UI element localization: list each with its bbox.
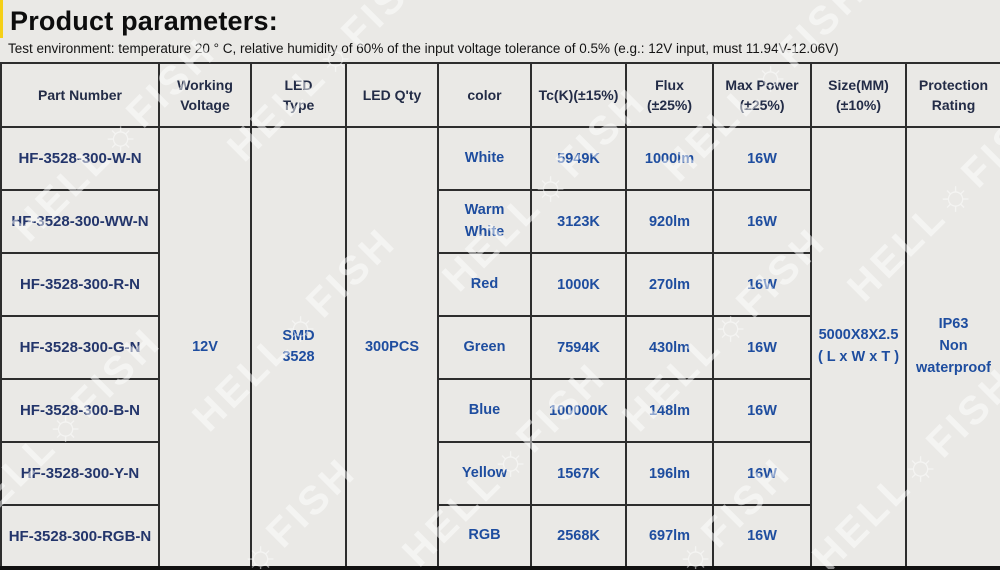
header-row: Part Number Working Voltage LED Type LED Q… — [0, 62, 1000, 128]
protection-rating-cell: IP63 Non waterproof — [905, 126, 1000, 569]
header-working-voltage: Working Voltage — [158, 62, 252, 128]
flux-cell: 1000lm — [625, 126, 714, 191]
flux-cell: 196lm — [625, 441, 714, 506]
flux-cell: 920lm — [625, 189, 714, 254]
color-cell: Blue — [437, 378, 532, 443]
table-row: HF-3528-300-WW-N Warm White 3123K 920lm 1… — [0, 189, 1000, 254]
yellow-edge-marker — [0, 0, 3, 38]
max-power-cell: 16W — [712, 189, 812, 254]
table-row: HF-3528-300-B-N Blue 100000K 148lm 16W — [0, 378, 1000, 443]
part-number-cell: HF-3528-300-R-N — [0, 252, 160, 317]
tc-cell: 100000K — [530, 378, 627, 443]
tc-cell: 5949K — [530, 126, 627, 191]
page-title: Product parameters: — [10, 6, 278, 36]
part-number-cell: HF-3528-300-W-N — [0, 126, 160, 191]
led-qty-cell: 300PCS — [345, 126, 439, 569]
max-power-cell: 16W — [712, 378, 812, 443]
flux-cell: 430lm — [625, 315, 714, 380]
max-power-cell: 16W — [712, 315, 812, 380]
header-size: Size(MM) (±10%) — [810, 62, 907, 128]
tc-cell: 1000K — [530, 252, 627, 317]
part-number-cell: HF-3528-300-Y-N — [0, 441, 160, 506]
tc-cell: 1567K — [530, 441, 627, 506]
header-max-power: Max Power (±25%) — [712, 62, 812, 128]
led-type-cell: SMD 3528 — [250, 126, 347, 569]
part-number-cell: HF-3528-300-B-N — [0, 378, 160, 443]
header-tc: Tc(K)(±15%) — [530, 62, 627, 128]
max-power-cell: 16W — [712, 441, 812, 506]
test-environment-note: Test environment: temperature 20 ° C, re… — [8, 41, 839, 56]
table-row: HF-3528-300-Y-N Yellow 1567K 196lm 16W — [0, 441, 1000, 506]
color-cell: Warm White — [437, 189, 532, 254]
color-cell: Yellow — [437, 441, 532, 506]
max-power-cell: 16W — [712, 126, 812, 191]
tc-cell: 7594K — [530, 315, 627, 380]
table-row: HF-3528-300-G-N Green 7594K 430lm 16W — [0, 315, 1000, 380]
part-number-cell: HF-3528-300-RGB-N — [0, 504, 160, 569]
header-protection-rating: Protection Rating — [905, 62, 1000, 128]
title-banner: Product parameters: Test environment: te… — [0, 0, 1000, 62]
header-flux: Flux (±25%) — [625, 62, 714, 128]
table-row: HF-3528-300-W-N 12V SMD 3528 300PCS White… — [0, 126, 1000, 569]
header-led-qty: LED Q'ty — [345, 62, 439, 128]
size-cell: 5000X8X2.5( L x W x T ) — [810, 126, 907, 569]
table-row: HF-3528-300-R-N Red 1000K 270lm 16W — [0, 252, 1000, 317]
flux-cell: 270lm — [625, 252, 714, 317]
product-parameters-table: Part Number Working Voltage LED Type LED Q… — [0, 62, 1000, 570]
tc-cell: 3123K — [530, 189, 627, 254]
color-cell: Green — [437, 315, 532, 380]
working-voltage-cell: 12V — [158, 126, 252, 569]
color-cell: White — [437, 126, 532, 191]
flux-cell: 697lm — [625, 504, 714, 569]
tc-cell: 2568K — [530, 504, 627, 569]
header-part-number: Part Number — [0, 62, 160, 128]
header-led-type: LED Type — [250, 62, 347, 128]
part-number-cell: HF-3528-300-G-N — [0, 315, 160, 380]
color-cell: Red — [437, 252, 532, 317]
header-color: color — [437, 62, 532, 128]
part-number-cell: HF-3528-300-WW-N — [0, 189, 160, 254]
color-cell: RGB — [437, 504, 532, 569]
max-power-cell: 16W — [712, 504, 812, 569]
table-row: HF-3528-300-RGB-N RGB 2568K 697lm 16W — [0, 504, 1000, 569]
max-power-cell: 16W — [712, 252, 812, 317]
flux-cell: 148lm — [625, 378, 714, 443]
